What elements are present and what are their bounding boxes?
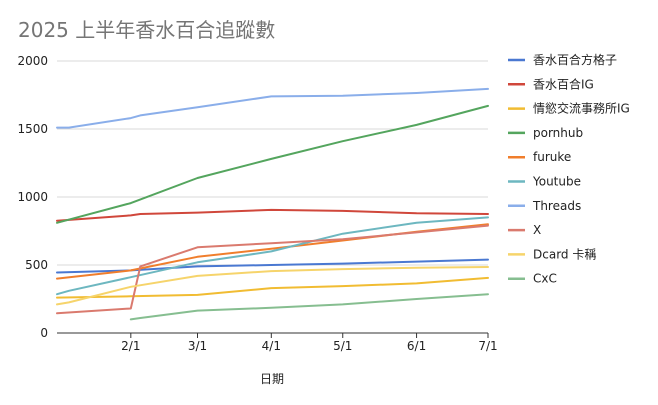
legend-label: X xyxy=(533,223,541,237)
series-line-2[interactable] xyxy=(56,208,489,222)
series-line-6[interactable] xyxy=(56,216,489,296)
series-line-7[interactable] xyxy=(56,87,489,129)
legend-label: pornhub xyxy=(533,126,583,140)
legend-label: Threads xyxy=(532,199,581,213)
legend-label: Youtube xyxy=(532,175,581,189)
legend-label: 香水百合IG xyxy=(533,76,594,91)
x-axis-title: 日期 xyxy=(260,372,284,386)
legend-label: 香水百合方格子 xyxy=(533,52,617,67)
chart-title: 2025 上半年香水百合追蹤數 xyxy=(18,18,275,42)
x-tick-label: 4/1 xyxy=(262,339,281,353)
y-tick-label: 0 xyxy=(40,326,48,340)
x-tick-label: 2/1 xyxy=(121,339,140,353)
series-line-3[interactable] xyxy=(56,276,489,299)
legend-item[interactable]: Youtube xyxy=(508,175,581,189)
y-axis-ticks: 0 500 1000 1500 2000 xyxy=(17,54,48,340)
series-line-10[interactable] xyxy=(129,293,489,321)
legend-item[interactable]: 香水百合方格子 xyxy=(508,52,617,67)
legend-item[interactable]: 香水百合IG xyxy=(508,76,594,91)
legend-item[interactable]: 情慾交流事務所IG xyxy=(508,101,630,116)
series-line-8[interactable] xyxy=(56,224,489,315)
x-tick-label: 5/1 xyxy=(333,339,352,353)
series-line-4[interactable] xyxy=(56,104,489,224)
legend-item[interactable]: furuke xyxy=(508,150,571,164)
series-line-9[interactable] xyxy=(56,266,489,306)
legend-item[interactable]: CxC xyxy=(508,272,557,286)
y-tick-label: 1000 xyxy=(17,190,48,204)
legend-item[interactable]: pornhub xyxy=(508,126,583,140)
x-tick-label: 6/1 xyxy=(407,339,426,353)
gridlines xyxy=(57,60,488,334)
legend-label: Dcard 卡稱 xyxy=(533,247,596,261)
legend-label: CxC xyxy=(533,272,557,286)
x-axis-ticks: 2/1 3/1 4/1 5/1 6/1 7/1 xyxy=(121,333,498,353)
legend-item[interactable]: X xyxy=(508,223,541,237)
y-tick-label: 500 xyxy=(25,258,48,272)
series-lines xyxy=(56,87,489,321)
y-tick-label: 1500 xyxy=(17,122,48,136)
y-tick-label: 2000 xyxy=(17,54,48,68)
legend-label: 情慾交流事務所IG xyxy=(533,101,630,116)
x-tick-label: 7/1 xyxy=(478,339,497,353)
legend-label: furuke xyxy=(533,150,571,164)
x-tick-label: 3/1 xyxy=(188,339,207,353)
legend-item[interactable]: Threads xyxy=(508,199,581,213)
legend-item[interactable]: Dcard 卡稱 xyxy=(508,247,596,261)
